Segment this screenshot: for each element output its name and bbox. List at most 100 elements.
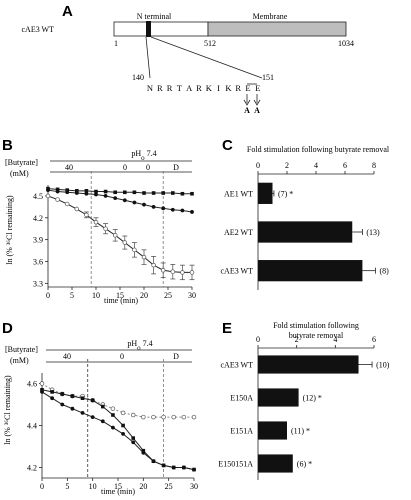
d-series-2-line (41, 391, 195, 471)
phase-0b-b: 0 (146, 163, 150, 172)
chart-d: 0 5 10 15 20 25 30 4.2 4.4 4.6 (27, 359, 198, 491)
protein-label: cAE3 WT (21, 25, 54, 34)
c-x-tick-label: 4 (314, 161, 318, 170)
b-x-tick-label: 0 (46, 291, 50, 300)
tick-label-512: 512 (204, 39, 216, 48)
seq-end-number: 151 (262, 73, 274, 82)
b-x-tick-label: 15 (116, 291, 124, 300)
d-point-open (130, 412, 136, 418)
b-point-square (113, 190, 117, 195)
b-point-square (94, 189, 98, 194)
d-point-square (111, 413, 115, 417)
e-category-label: E150151A (218, 460, 253, 469)
b-point-filled (151, 204, 156, 209)
sequence-residue-146: K (206, 83, 213, 93)
d-point-open (181, 414, 187, 420)
sequence-residue-140: N (147, 83, 153, 93)
c-n-note: (13) (366, 228, 380, 237)
b-point-filled (65, 190, 70, 195)
sequence-residue-145: R (196, 83, 202, 93)
butyrate-label-d: [Butyrate] (5, 345, 38, 354)
d-x-tick-label: 0 (40, 482, 44, 491)
b-point-square (180, 191, 185, 196)
e-category-label: E151A (230, 427, 253, 436)
seq-start-number: 140 (132, 73, 144, 82)
b-point-square (142, 191, 146, 195)
tick-label-1: 1 (114, 39, 118, 48)
b-point-open (160, 267, 166, 273)
b-series-0-line (47, 188, 192, 195)
d-point-square (60, 392, 65, 396)
b-point-filled (142, 202, 146, 207)
c-category-label: cAE3 WT (220, 267, 253, 276)
b-y-tick-label: 3.3 (33, 279, 43, 288)
d-point-filled (192, 467, 196, 472)
d-point-filled (181, 465, 186, 470)
b-point-filled (74, 191, 79, 195)
d-point-square (50, 390, 54, 394)
mutation-a-150: A (244, 106, 250, 115)
d-point-open (39, 381, 45, 386)
phase-40-b: 40 (65, 163, 73, 172)
b-point-square (151, 191, 156, 195)
b-point-filled (84, 191, 89, 196)
sequence-residue-141: R (157, 83, 163, 93)
d-x-tick-label: 30 (190, 482, 198, 491)
e-bar (258, 355, 359, 374)
sequence-residue-144: A (186, 83, 193, 93)
c-category-label: AE1 WT (224, 189, 253, 198)
d-x-tick-label: 10 (89, 482, 97, 491)
sequence-residue-149: R (235, 83, 241, 93)
e-category-label: E150A (230, 394, 253, 403)
membrane-label: Membrane (253, 12, 288, 21)
b-point-open (45, 193, 51, 199)
b-point-filled (103, 194, 108, 198)
panel-label-a: A (62, 3, 73, 20)
b-point-square (55, 187, 60, 192)
panel-label-e: E (222, 320, 232, 337)
b-point-filled (122, 198, 127, 203)
b-point-open (189, 270, 195, 275)
d-point-filled (141, 450, 146, 455)
d-point-filled (70, 406, 75, 411)
x-axis-title-d: time (min) (101, 487, 135, 496)
b-series-2-line (47, 195, 192, 273)
b-x-tick-label: 30 (188, 291, 196, 300)
phase-40-d: 40 (63, 352, 71, 361)
e-x-tick-label: 4 (333, 335, 337, 344)
b-point-open (132, 247, 137, 253)
title-c: Fold stimulation following butyrate remo… (247, 145, 390, 154)
d-point-filled (121, 432, 125, 436)
d-point-filled (80, 411, 85, 415)
title-e-line2: butyrate removal (289, 331, 344, 340)
n-terminal-domain (113, 21, 209, 37)
d-point-square (131, 436, 135, 440)
b-point-filled (161, 206, 166, 211)
mutation-a-151: A (254, 106, 260, 115)
chart-b: 0 5 10 15 20 25 30 3.3 3.6 3.9 4.2 4.5 0 (33, 163, 196, 300)
d-point-open (171, 414, 176, 420)
b-point-square (75, 189, 79, 193)
b-point-open (74, 206, 80, 212)
b-point-filled (180, 208, 185, 213)
b-point-open (141, 254, 147, 260)
panel-label-b: B (2, 137, 13, 154)
phase-d-d: D (173, 352, 179, 361)
b-series-1-line (47, 189, 193, 213)
e-bar (258, 388, 299, 407)
d-x-tick-label: 20 (139, 482, 147, 491)
b-point-open (112, 233, 118, 238)
b-point-open (64, 201, 70, 207)
zoom-line-right (150, 36, 263, 79)
d-point-filled (40, 390, 44, 394)
chart-c: 0 2 4 6 8 AE1 WT (7) * AE2 WT (13) cAE3 WT (8) (220, 161, 389, 290)
b-point-square (132, 190, 137, 195)
phase-0-d: 0 (120, 352, 124, 361)
title-e-line1: Fold stimulation following (273, 321, 359, 330)
d-point-square (141, 448, 146, 453)
b-point-square (171, 191, 175, 195)
b-y-tick-label: 4.5 (33, 192, 43, 201)
d-point-open (161, 414, 166, 420)
d-point-filled (90, 415, 95, 419)
